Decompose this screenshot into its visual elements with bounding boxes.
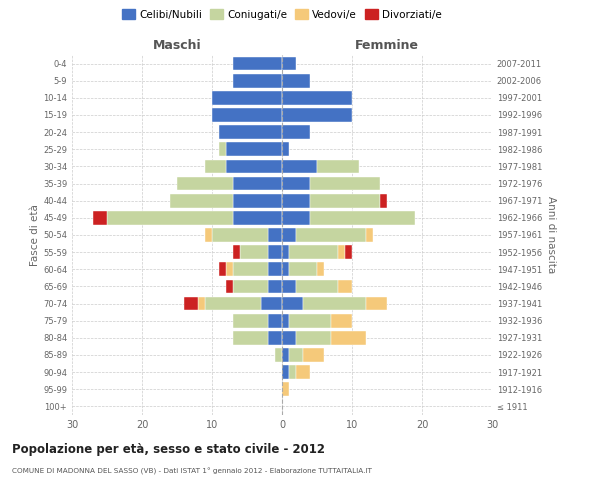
Bar [296,228,366,242]
Bar [282,160,317,173]
Bar [345,246,352,259]
Bar [282,91,352,104]
Bar [338,280,352,293]
Bar [282,331,296,344]
Bar [310,211,415,224]
Legend: Celibi/Nubili, Coniugati/e, Vedovi/e, Divorziati/e: Celibi/Nubili, Coniugati/e, Vedovi/e, Di… [119,6,445,22]
Bar [268,314,282,328]
Bar [233,74,282,88]
Bar [289,246,338,259]
Bar [198,296,205,310]
Bar [338,246,345,259]
Bar [233,194,282,207]
Bar [107,211,233,224]
Bar [233,262,268,276]
Bar [233,211,282,224]
Bar [233,176,282,190]
Bar [331,331,366,344]
Bar [317,262,324,276]
Bar [282,56,296,70]
Bar [226,280,233,293]
Bar [268,262,282,276]
Bar [170,194,233,207]
Bar [282,246,289,259]
Bar [282,194,310,207]
Bar [282,262,289,276]
Bar [268,331,282,344]
Bar [289,366,296,379]
Bar [233,56,282,70]
Bar [282,382,289,396]
Bar [93,211,107,224]
Bar [296,366,310,379]
Bar [226,160,282,173]
Bar [268,246,282,259]
Bar [296,331,331,344]
Bar [282,176,310,190]
Bar [219,142,226,156]
Bar [212,108,282,122]
Bar [219,262,226,276]
Bar [366,296,387,310]
Bar [212,91,282,104]
Bar [282,211,310,224]
Bar [219,126,282,139]
Bar [226,142,282,156]
Text: Maschi: Maschi [152,38,202,52]
Bar [233,246,240,259]
Bar [184,296,198,310]
Bar [282,314,289,328]
Bar [282,108,352,122]
Text: Femmine: Femmine [355,38,419,52]
Bar [268,280,282,293]
Bar [205,228,212,242]
Bar [233,280,268,293]
Y-axis label: Fasce di età: Fasce di età [30,204,40,266]
Bar [233,314,268,328]
Bar [303,348,324,362]
Bar [282,228,296,242]
Bar [205,160,226,173]
Bar [226,262,233,276]
Bar [268,228,282,242]
Bar [282,280,296,293]
Bar [296,280,338,293]
Bar [317,160,359,173]
Y-axis label: Anni di nascita: Anni di nascita [546,196,556,274]
Text: Popolazione per età, sesso e stato civile - 2012: Popolazione per età, sesso e stato civil… [12,442,325,456]
Bar [331,314,352,328]
Bar [366,228,373,242]
Bar [282,348,289,362]
Bar [289,314,331,328]
Bar [303,296,366,310]
Bar [282,296,303,310]
Bar [380,194,387,207]
Bar [282,366,289,379]
Bar [310,194,380,207]
Bar [177,176,233,190]
Bar [205,296,261,310]
Bar [282,142,289,156]
Bar [310,176,380,190]
Bar [233,331,268,344]
Bar [289,262,317,276]
Bar [240,246,268,259]
Text: COMUNE DI MADONNA DEL SASSO (VB) - Dati ISTAT 1° gennaio 2012 - Elaborazione TUT: COMUNE DI MADONNA DEL SASSO (VB) - Dati … [12,468,372,474]
Bar [261,296,282,310]
Bar [275,348,282,362]
Bar [289,348,303,362]
Bar [282,126,310,139]
Bar [212,228,268,242]
Bar [282,74,310,88]
